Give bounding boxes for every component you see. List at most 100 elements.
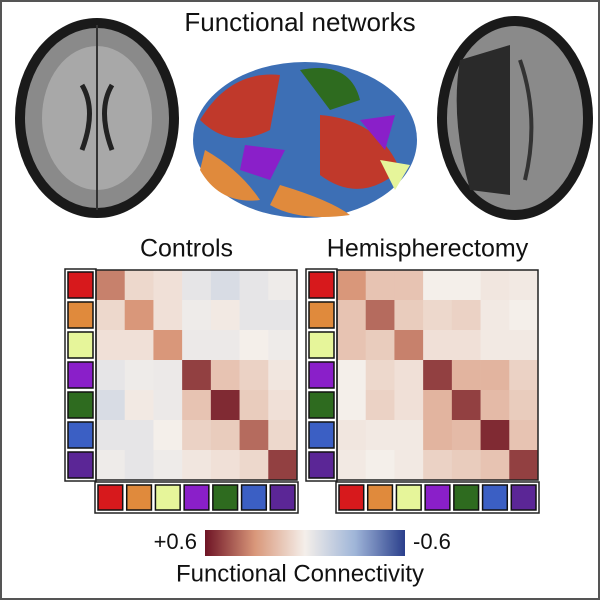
- cell: [337, 270, 367, 301]
- cell: [365, 360, 395, 391]
- cell: [451, 270, 481, 301]
- cell: [210, 270, 240, 301]
- row-box-frame: [305, 268, 338, 482]
- cell: [239, 420, 269, 451]
- row-network-box: [308, 421, 335, 449]
- cell: [509, 450, 539, 481]
- cell: [365, 300, 395, 331]
- cell: [182, 300, 212, 331]
- cell: [365, 450, 395, 481]
- cell: [451, 450, 481, 481]
- cell: [451, 300, 481, 331]
- brain-surface: [193, 62, 417, 218]
- cell: [182, 330, 212, 361]
- cell: [182, 450, 212, 481]
- row-network-box: [67, 301, 94, 329]
- cell: [480, 420, 510, 451]
- cell: [153, 360, 183, 391]
- cell: [509, 330, 539, 361]
- row-network-box: [67, 271, 94, 299]
- cell: [480, 390, 510, 421]
- cell: [124, 360, 154, 391]
- col-box-frame: [94, 481, 299, 514]
- cell: [394, 270, 424, 301]
- cell: [394, 300, 424, 331]
- cell: [423, 390, 453, 421]
- row-network-box: [308, 271, 335, 299]
- cell: [480, 330, 510, 361]
- cell: [239, 390, 269, 421]
- cell: [210, 330, 240, 361]
- cell: [182, 420, 212, 451]
- cell: [480, 270, 510, 301]
- cell: [394, 420, 424, 451]
- cell: [182, 360, 212, 391]
- figure-title: Functional networks: [184, 7, 415, 37]
- cell: [96, 360, 126, 391]
- col-network-box: [510, 484, 537, 511]
- cell: [337, 300, 367, 331]
- cell: [182, 390, 212, 421]
- cell: [239, 330, 269, 361]
- col-network-box: [125, 484, 153, 511]
- cell: [423, 330, 453, 361]
- cell: [153, 300, 183, 331]
- cell: [268, 270, 298, 301]
- cell: [337, 390, 367, 421]
- cell: [124, 390, 154, 421]
- col-box-frame: [335, 481, 540, 514]
- cell: [268, 450, 298, 481]
- cell: [423, 360, 453, 391]
- cell: [394, 330, 424, 361]
- cell: [451, 390, 481, 421]
- cell: [239, 450, 269, 481]
- cell: [96, 300, 126, 331]
- cell: [451, 420, 481, 451]
- cell: [423, 270, 453, 301]
- cell: [451, 360, 481, 391]
- cell: [480, 450, 510, 481]
- cell: [239, 270, 269, 301]
- cell: [480, 360, 510, 391]
- col-network-box: [453, 484, 480, 511]
- colorbar-label: Functional Connectivity: [176, 560, 424, 587]
- cell: [365, 330, 395, 361]
- row-network-box: [67, 361, 94, 389]
- row-network-box: [67, 451, 94, 479]
- matrix-title: Hemispherectomy: [327, 235, 529, 263]
- colorbar-tick-label: +0.6: [154, 529, 197, 554]
- cell: [96, 390, 126, 421]
- cell: [268, 300, 298, 331]
- cell: [124, 450, 154, 481]
- cell: [96, 450, 126, 481]
- row-network-box: [67, 391, 94, 419]
- cell: [423, 420, 453, 451]
- brain-right: [437, 16, 593, 220]
- cell: [268, 330, 298, 361]
- cell: [124, 270, 154, 301]
- col-network-box: [269, 484, 296, 511]
- cell: [509, 300, 539, 331]
- cell: [365, 420, 395, 451]
- cell: [124, 300, 154, 331]
- cell: [153, 420, 183, 451]
- cell: [423, 450, 453, 481]
- cell: [210, 390, 240, 421]
- cell: [239, 360, 269, 391]
- cell: [96, 420, 126, 451]
- cell: [394, 450, 424, 481]
- col-network-box: [212, 484, 239, 511]
- col-network-box: [481, 484, 509, 511]
- cell: [337, 360, 367, 391]
- cell: [337, 330, 367, 361]
- cell: [451, 330, 481, 361]
- cell: [96, 270, 126, 301]
- cell: [124, 330, 154, 361]
- row-network-box: [67, 331, 94, 359]
- cell: [509, 270, 539, 301]
- col-network-box: [97, 484, 124, 511]
- cell: [509, 420, 539, 451]
- row-network-box: [308, 451, 335, 479]
